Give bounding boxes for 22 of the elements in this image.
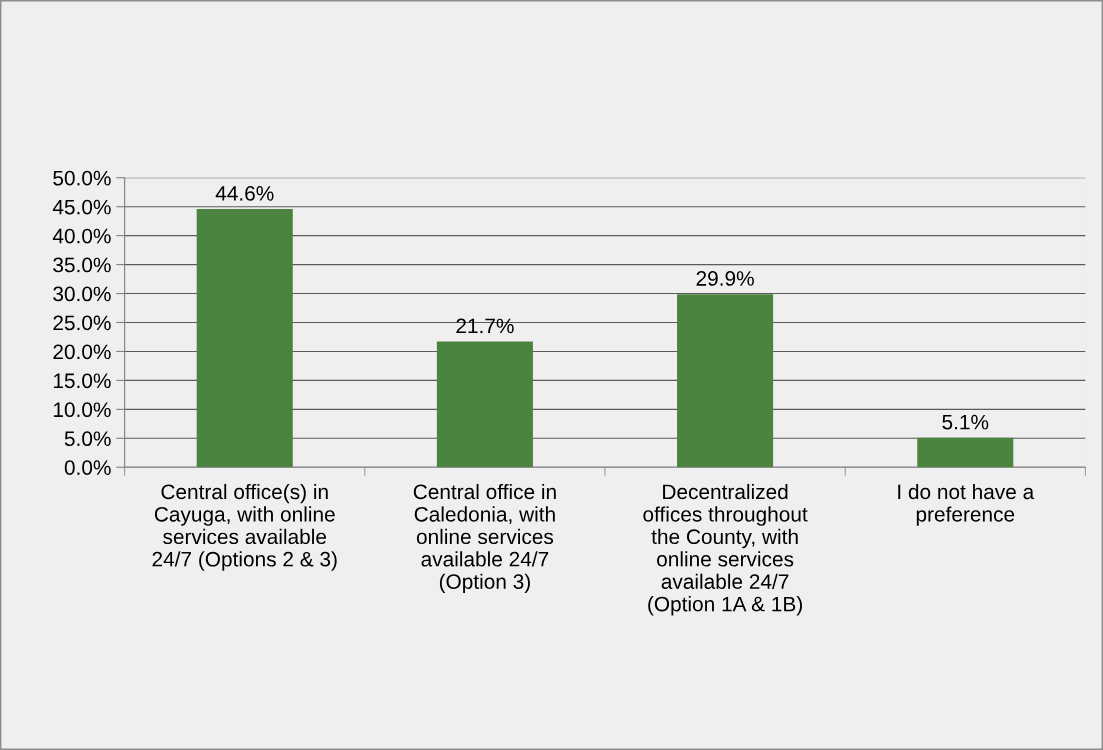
y-tick-label: 30.0% <box>53 286 111 302</box>
y-tick-label: 35.0% <box>53 257 111 273</box>
y-tick-label: 10.0% <box>53 402 111 418</box>
x-tick-label: Central office(s) in Cayuga, with online services available 24/7 (Options 2 & 3) <box>152 483 337 571</box>
y-tick-label: 15.0% <box>53 373 111 389</box>
y-tick-label: 0.0% <box>64 460 111 475</box>
bar <box>196 209 293 468</box>
x-tick-label: Central office in Caledonia, with online services available 24/7 (Option 3) <box>413 483 556 594</box>
y-tick-label: 50.0% <box>53 170 111 186</box>
x-tick-label: Decentralized offices throughout the County, with online services available 24/7 (Option 1A & 1B) <box>643 483 808 616</box>
y-tick-label: 20.0% <box>53 344 111 360</box>
x-tick-label: I do not have a preference <box>898 483 1035 526</box>
bar <box>677 294 774 468</box>
y-tick-label: 25.0% <box>53 315 111 331</box>
data-label: 29.9% <box>696 271 754 286</box>
y-tick-label: 5.0% <box>64 431 111 447</box>
y-tick-label: 40.0% <box>52 228 111 244</box>
bar <box>436 341 533 468</box>
data-label: 44.6% <box>215 185 274 201</box>
y-tick-label: 45.0% <box>52 199 111 215</box>
bar <box>917 437 1014 468</box>
data-label: 5.1% <box>942 414 989 430</box>
